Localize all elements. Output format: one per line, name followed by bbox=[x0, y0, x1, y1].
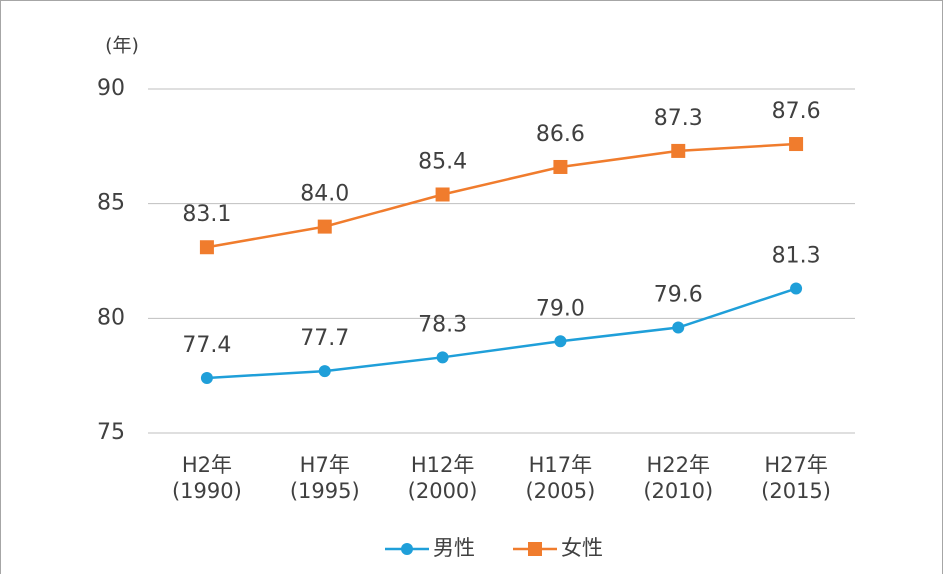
data-point bbox=[553, 159, 568, 174]
data-label: 86.6 bbox=[536, 122, 585, 147]
data-point bbox=[199, 240, 214, 255]
data-point bbox=[790, 282, 803, 295]
x-tick-label: H22年 (2010) bbox=[643, 453, 714, 503]
x-tick-label: H2年 (1990) bbox=[171, 453, 242, 503]
data-label: 84.0 bbox=[300, 182, 349, 207]
series-line bbox=[206, 142, 797, 249]
data-point bbox=[436, 351, 449, 364]
legend-label: 女性 bbox=[561, 536, 603, 560]
legend-marker bbox=[401, 543, 413, 555]
data-point bbox=[789, 137, 804, 152]
data-label: 85.4 bbox=[418, 149, 467, 174]
y-tick-label: 75 bbox=[97, 420, 125, 445]
data-label: 87.3 bbox=[654, 106, 703, 131]
data-label: 77.7 bbox=[300, 326, 349, 351]
data-label: 79.6 bbox=[654, 283, 703, 308]
x-tick-label: H17年 (2005) bbox=[525, 453, 596, 503]
data-point bbox=[554, 335, 567, 348]
legend-marker bbox=[528, 542, 542, 556]
y-tick-label: 85 bbox=[97, 191, 125, 216]
data-point bbox=[435, 187, 450, 202]
y-axis-label: (年) bbox=[105, 35, 139, 57]
data-label: 77.4 bbox=[182, 333, 231, 358]
legend-label: 男性 bbox=[433, 536, 475, 560]
data-point bbox=[671, 143, 686, 158]
data-label: 79.0 bbox=[536, 296, 585, 321]
y-tick-label: 90 bbox=[97, 76, 125, 101]
data-point bbox=[318, 365, 331, 378]
data-label: 87.6 bbox=[772, 99, 821, 124]
x-tick-label: H27年 (2015) bbox=[761, 453, 831, 503]
data-label: 83.1 bbox=[182, 202, 231, 227]
data-point bbox=[317, 219, 332, 234]
x-tick-label: H7年 (1995) bbox=[289, 453, 360, 503]
series-line bbox=[206, 287, 797, 380]
data-point bbox=[672, 321, 685, 334]
data-point bbox=[200, 371, 213, 384]
data-label: 78.3 bbox=[418, 312, 467, 337]
y-tick-label: 80 bbox=[97, 305, 125, 330]
data-label: 81.3 bbox=[772, 244, 821, 269]
x-tick-label: H12年 (2000) bbox=[407, 453, 478, 503]
